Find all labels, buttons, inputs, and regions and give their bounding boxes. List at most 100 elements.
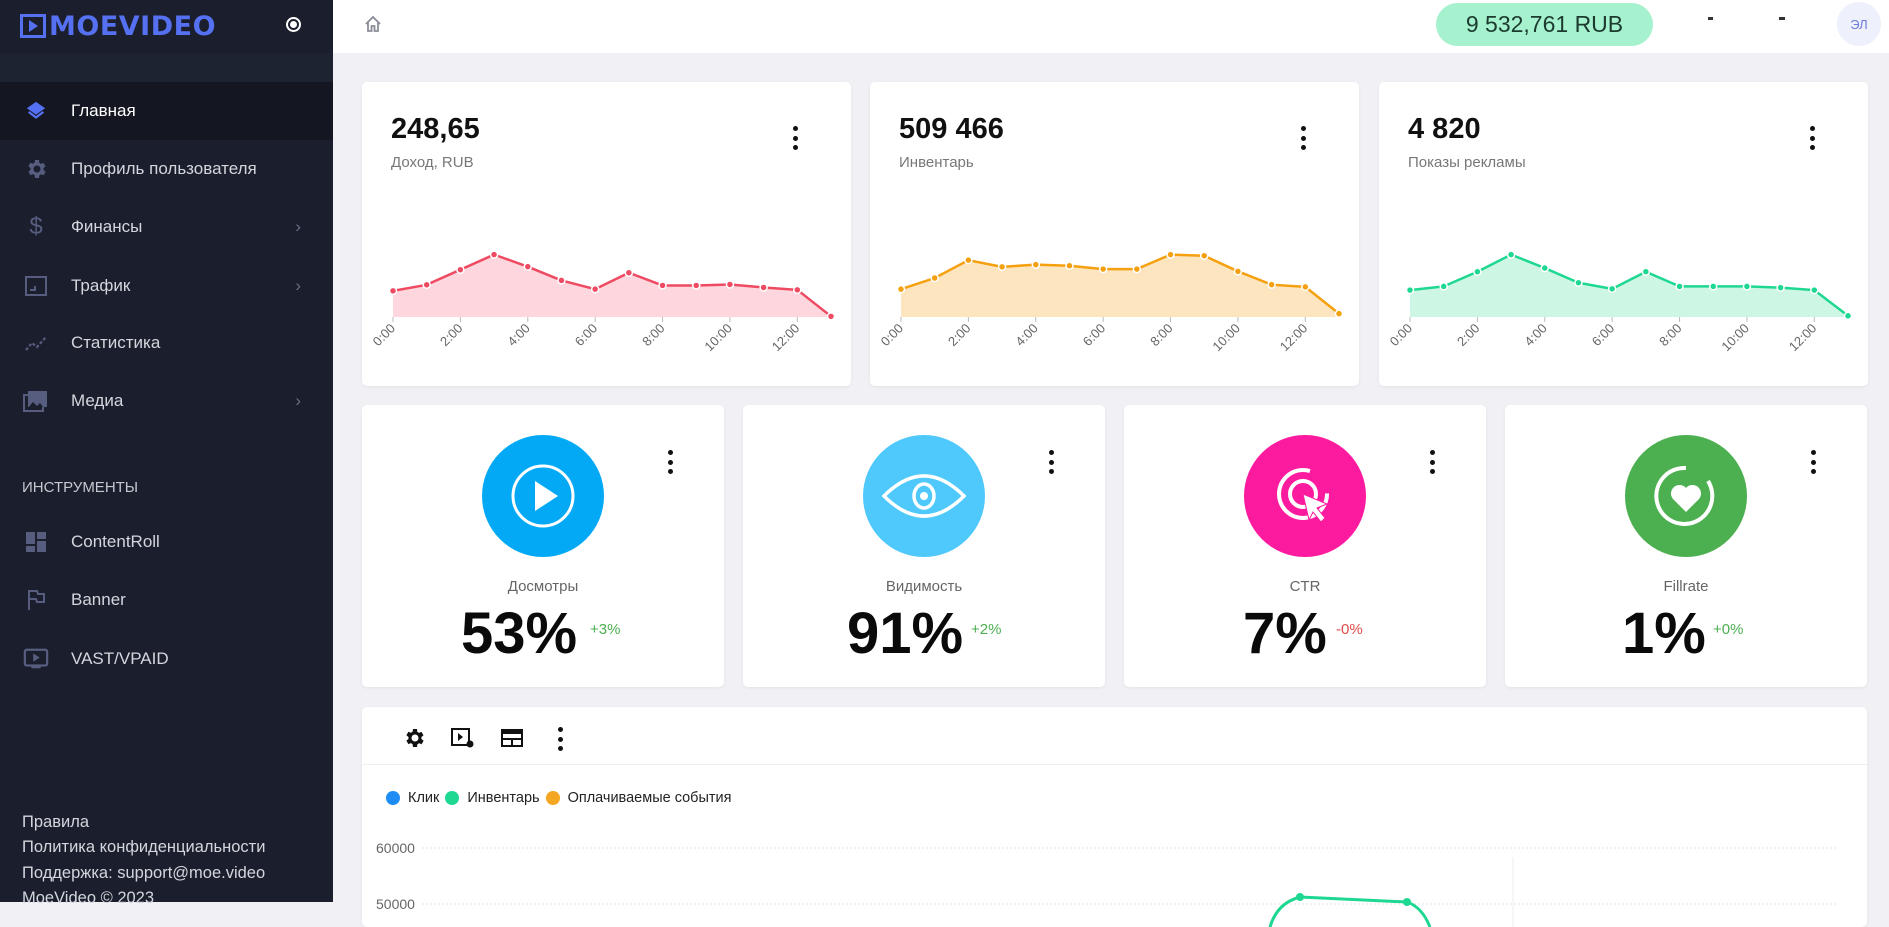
x-tick-label: 6:00 bbox=[1589, 321, 1618, 350]
sparkline-point bbox=[1065, 261, 1074, 270]
sparkline-point bbox=[1132, 264, 1142, 274]
stat-value: 4 820 bbox=[1408, 113, 1481, 145]
more-options-icon[interactable] bbox=[1043, 450, 1059, 474]
footer-link-3: MoeVideo © 2023 bbox=[22, 889, 155, 907]
header-mark bbox=[1708, 17, 1713, 20]
sparkline-point bbox=[388, 286, 398, 296]
sidebar-divider bbox=[0, 53, 333, 82]
sidebar-item-0[interactable]: Главная bbox=[0, 82, 333, 140]
series-point bbox=[1296, 893, 1304, 901]
x-tick-label: 6:00 bbox=[572, 321, 601, 350]
x-tick-label: 12:00 bbox=[769, 321, 803, 355]
more-options-icon[interactable] bbox=[1424, 450, 1440, 474]
tool-item-2[interactable]: VAST/VPAID bbox=[0, 630, 333, 688]
sparkline-point bbox=[489, 250, 499, 259]
x-tick-label: 8:00 bbox=[1147, 321, 1176, 350]
sparkline-point bbox=[523, 262, 533, 271]
sparkline-line bbox=[392, 253, 832, 318]
video-settings-icon[interactable] bbox=[449, 724, 477, 752]
sidebar-item-2[interactable]: $ Финансы › bbox=[0, 198, 333, 256]
sparkline-point bbox=[1439, 282, 1448, 291]
tool-item-label: Banner bbox=[71, 590, 126, 609]
sparkline-point bbox=[793, 285, 802, 295]
sparkline-area bbox=[393, 254, 831, 317]
stat-card: 4 820 Показы рекламы 0:00 2:00 4:00 6:00 8:00 1… bbox=[1379, 82, 1868, 386]
divider bbox=[362, 764, 1867, 765]
avatar[interactable]: ЭЛ bbox=[1837, 2, 1881, 46]
sparkline-point bbox=[964, 255, 973, 265]
more-options-icon[interactable] bbox=[662, 450, 678, 474]
sparkline-chart: 0:00 2:00 4:00 6:00 8:00 10:00 12:00 bbox=[878, 250, 1344, 354]
section-title: ИНСТРУМЕНТЫ bbox=[22, 479, 139, 496]
sidebar-item-4[interactable]: Статистика bbox=[0, 314, 333, 372]
footer-link-0[interactable]: Правила bbox=[22, 813, 89, 831]
legend-dot[interactable] bbox=[386, 791, 400, 805]
y-tick-label: 60000 bbox=[376, 840, 415, 856]
balance-badge[interactable]: 9 532,761 RUB bbox=[1436, 3, 1653, 46]
sparkline-point bbox=[1810, 285, 1819, 295]
settings-gear-icon[interactable] bbox=[400, 724, 428, 752]
sparkline-point bbox=[1843, 311, 1853, 321]
more-options-icon[interactable] bbox=[1805, 450, 1821, 474]
traffic-icon bbox=[23, 273, 49, 299]
sidebar-item-3[interactable]: Трафик › bbox=[0, 257, 333, 315]
sidebar-item-label: Статистика bbox=[71, 333, 161, 352]
legend-label[interactable]: Оплачиваемые события bbox=[567, 790, 732, 806]
media-icon bbox=[23, 388, 49, 414]
sparkline-point bbox=[1473, 267, 1482, 276]
flag-icon bbox=[23, 587, 49, 613]
sparkline-point bbox=[1334, 309, 1344, 318]
main-chart: 60000 50000 bbox=[376, 840, 1837, 927]
x-tick-label: 4:00 bbox=[1521, 321, 1550, 350]
series-point bbox=[1403, 898, 1411, 906]
footer-link-2[interactable]: Поддержка: support@moe.video bbox=[22, 864, 266, 882]
kpi-label: CTR bbox=[1289, 578, 1321, 595]
more-options-icon[interactable] bbox=[787, 126, 803, 150]
x-tick-label: 10:00 bbox=[1718, 321, 1752, 355]
sparkline-point bbox=[826, 312, 836, 321]
stat-card: 509 466 Инвентарь 0:00 2:00 4:00 6:00 8:00 10:0… bbox=[870, 82, 1359, 386]
target-click-icon bbox=[1244, 435, 1366, 557]
sidebar-item-label: Профиль пользователя bbox=[71, 159, 257, 178]
sparkline-point bbox=[1708, 282, 1718, 291]
sparkline-point bbox=[1405, 285, 1415, 295]
sparkline-point bbox=[1098, 264, 1108, 274]
sparkline-point bbox=[896, 284, 906, 294]
sparkline-point bbox=[1166, 250, 1175, 259]
footer-link-1[interactable]: Политика конфиденциальности bbox=[22, 838, 266, 856]
home-icon[interactable] bbox=[363, 14, 383, 39]
sparkline-point bbox=[1574, 278, 1583, 287]
logo[interactable]: MOEVIDEO bbox=[20, 10, 216, 42]
legend-dot[interactable] bbox=[545, 791, 560, 805]
logo-text: MOEVIDEO bbox=[49, 10, 217, 42]
layout-icon[interactable] bbox=[498, 724, 526, 752]
tool-item-1[interactable]: Banner bbox=[0, 571, 333, 629]
x-tick-label: 2:00 bbox=[437, 321, 466, 350]
sparkline-line bbox=[1409, 253, 1849, 317]
kpi-card: Fillrate 1% +0% bbox=[1505, 405, 1867, 687]
sidebar-item-5[interactable]: Медиа › bbox=[0, 372, 333, 430]
tool-item-0[interactable]: ContentRoll bbox=[0, 513, 333, 571]
sparkline-point bbox=[422, 280, 431, 290]
x-tick-label: 2:00 bbox=[945, 321, 974, 350]
sparkline-point bbox=[1776, 283, 1785, 292]
sidebar-item-label: Медиа bbox=[71, 391, 124, 410]
sparkline-point bbox=[658, 281, 667, 290]
sidebar-toggle-radio[interactable] bbox=[286, 17, 301, 32]
legend-dot[interactable] bbox=[445, 791, 460, 805]
more-options-icon[interactable] bbox=[552, 727, 568, 751]
more-options-icon[interactable] bbox=[1295, 126, 1311, 150]
sparkline-point bbox=[1675, 282, 1684, 291]
chart-legend: Клик Инвентарь Оплачиваемые события bbox=[380, 790, 732, 806]
legend-label[interactable]: Клик bbox=[408, 790, 440, 806]
sparkline-point bbox=[624, 268, 634, 277]
x-tick-label: 0:00 bbox=[878, 321, 907, 350]
grid-icon bbox=[23, 529, 49, 555]
stats-icon bbox=[23, 330, 49, 356]
more-options-icon[interactable] bbox=[1804, 126, 1820, 150]
sidebar-item-1[interactable]: Профиль пользователя bbox=[0, 140, 333, 198]
chevron-right-icon: › bbox=[295, 217, 301, 236]
sparkline-point bbox=[1607, 284, 1617, 294]
kpi-card: Видимость 91% +2% bbox=[743, 405, 1105, 687]
legend-label[interactable]: Инвентарь bbox=[467, 790, 540, 806]
